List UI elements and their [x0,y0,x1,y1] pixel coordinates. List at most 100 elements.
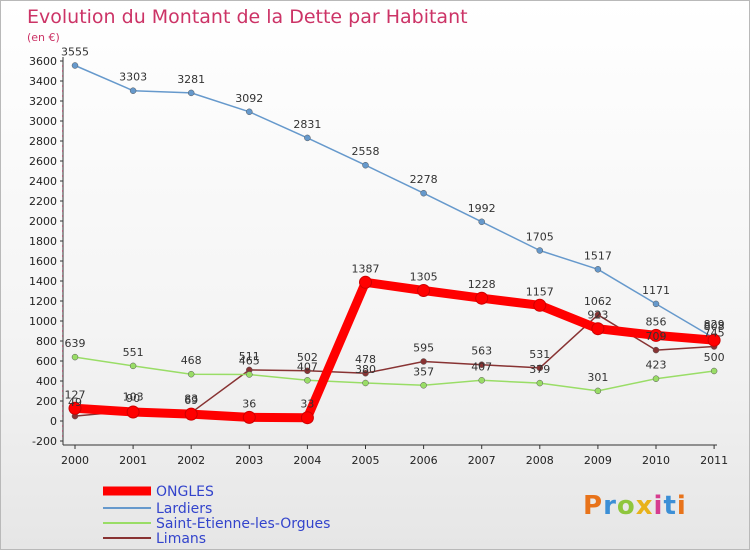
y-tick-label: 1000 [29,315,57,328]
data-label: 1992 [468,202,496,215]
series-line-ongles [70,277,719,423]
data-point [536,379,544,387]
data-point [68,401,82,415]
legend-label: ONGLES [156,484,214,500]
data-point [594,266,602,273]
data-point [304,367,311,375]
y-tick-label: 2600 [29,155,57,168]
data-point [126,405,140,419]
data-point [652,375,660,382]
x-tick-label: 2005 [352,454,380,467]
data-label: 90 [126,392,140,405]
data-label: 639 [65,337,86,350]
y-tick-label: 3200 [29,95,57,108]
data-point [304,377,311,384]
data-label: 829 [704,318,725,331]
data-label: 478 [355,353,376,366]
data-point [300,411,314,425]
y-tick-label: 0 [50,415,57,428]
y-tick-label: 2800 [29,135,57,148]
x-tick-label: 2009 [584,454,612,467]
data-label: 407 [297,360,318,373]
data-point [242,410,256,424]
data-label: 357 [413,365,434,378]
data-point [591,322,605,336]
data-point [594,311,602,319]
chart-title: Evolution du Montant de la Dette par Hab… [27,6,468,28]
data-point [359,275,372,289]
data-label: 423 [646,359,667,372]
data-label: 551 [123,346,144,359]
data-label: 380 [355,363,376,376]
data-label: 2558 [352,145,380,158]
data-label: 3092 [235,92,263,105]
data-point [71,62,79,69]
data-point [536,247,544,254]
data-point [71,353,79,361]
data-point [417,284,431,297]
legend: ONGLESLardiersSaint-Etienne-les-OrguesLi… [103,484,330,547]
y-tick-label: 200 [36,395,57,408]
axes: -200 0 200 400 600 800 1000 1200 1400 1600 1800 200… [29,55,728,467]
x-tick-label: 2011 [700,454,728,467]
chart-subtitle: (en €) [27,31,60,44]
data-label: 563 [471,345,492,358]
x-tick-label: 2003 [235,454,263,467]
data-label: 465 [239,355,260,368]
data-label: 3303 [119,71,147,84]
data-label: 1228 [468,278,496,291]
data-label: 301 [587,371,608,384]
data-label: 808 [704,320,725,333]
x-tick-label: 2002 [177,454,205,467]
data-point [533,298,547,312]
data-label: 3281 [177,73,205,86]
data-label: 709 [646,330,667,343]
data-label: 595 [413,342,434,355]
data-label: 2278 [410,173,438,186]
data-point [129,362,137,370]
y-tick-label: 800 [36,335,57,348]
y-tick-label: 2000 [29,215,57,228]
data-point [594,387,602,395]
proxiti-logo: Proxiti [583,491,687,521]
data-point [420,382,427,389]
data-point [362,161,369,169]
data-point [478,361,485,368]
y-tick-label: 3000 [29,115,57,128]
y-tick-label: 600 [36,355,57,368]
data-label: 1062 [584,295,612,308]
data-point [707,333,721,347]
data-point [475,291,489,305]
x-tick-label: 2007 [468,454,496,467]
data-label: 407 [471,360,492,373]
data-labels: 49 103 83 511 502 478 595 563 531 1062 709 745 639 55… [61,46,725,411]
y-tick-label: 3600 [29,55,57,68]
data-label: 379 [529,363,550,376]
data-label: 745 [704,327,725,340]
data-point [478,377,485,384]
data-point [246,108,253,116]
series-line-lardiers [74,64,715,339]
data-point [652,300,660,308]
data-point [187,370,195,378]
data-label: 531 [529,348,550,361]
data-label: 856 [646,315,667,328]
data-label: 500 [704,351,725,364]
series-lines [68,62,721,425]
data-label: 83 [184,393,198,406]
series-line-saint-etienne-les-orgues [74,356,715,392]
data-label: 502 [297,351,318,364]
y-tick-label: 1200 [29,295,57,308]
y-tick-label: -200 [32,435,57,448]
data-label: 103 [123,391,144,404]
data-point [304,134,311,142]
data-label: 468 [181,354,202,367]
data-point [129,87,137,94]
data-label: 69 [184,394,198,407]
data-label: 1171 [642,284,670,297]
data-point [420,358,427,365]
data-label: 3555 [61,46,89,59]
data-label: 1157 [526,285,554,298]
